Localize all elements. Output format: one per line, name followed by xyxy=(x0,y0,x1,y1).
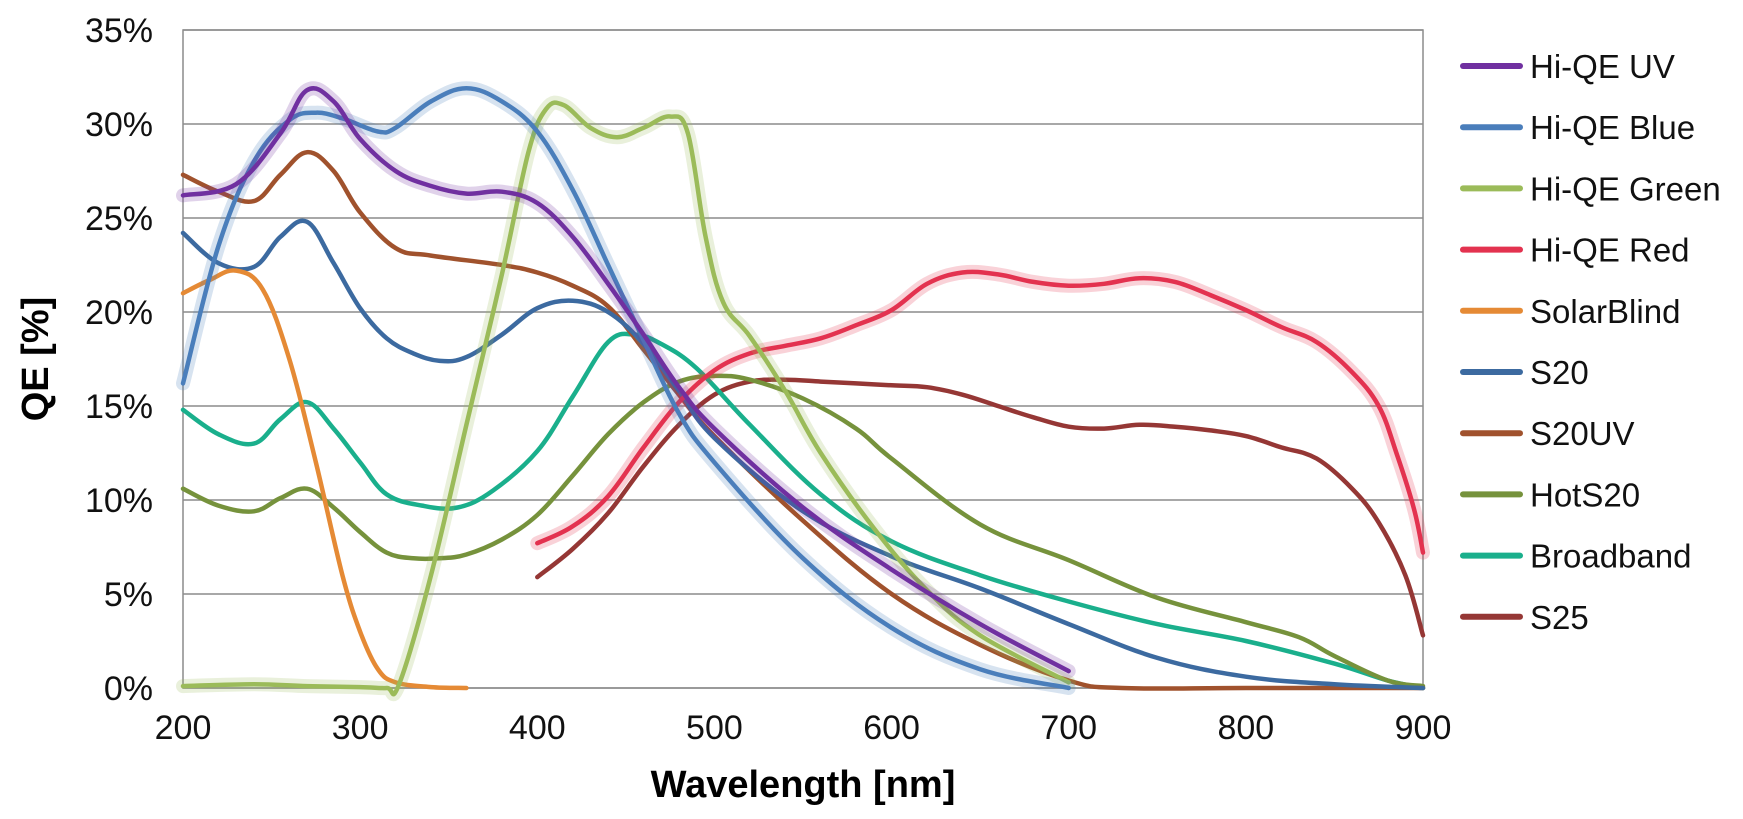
legend: Hi-QE UV Hi-QE Blue Hi-QE Green Hi-QE Red So… xyxy=(1460,48,1721,636)
series-line-broadband xyxy=(180,331,1426,691)
legend-label: HotS20 xyxy=(1530,476,1640,513)
legend-label: S20UV xyxy=(1530,415,1635,452)
legend-item-s20uv: S20UV xyxy=(1460,415,1635,452)
plot-area-frame xyxy=(182,29,1424,689)
legend-label: Hi-QE UV xyxy=(1530,48,1675,85)
legend-item-s25: S25 xyxy=(1460,599,1589,636)
legend-item-s20: S20 xyxy=(1460,354,1589,391)
y-tick-label: 0% xyxy=(104,670,153,708)
y-tick-label: 15% xyxy=(85,388,153,426)
series-line-hi-qe-green xyxy=(180,100,1071,697)
x-tick-label: 800 xyxy=(1217,709,1274,747)
legend-label: Broadband xyxy=(1530,538,1691,575)
y-axis-ticks: 0% 5% 10% 15% 20% 25% 30% 35% xyxy=(85,12,153,708)
series-glow-hi-qe-uv xyxy=(176,81,1076,679)
legend-label: S20 xyxy=(1530,354,1589,391)
series-line-hi-qe-red xyxy=(535,269,1426,555)
y-tick-label: 5% xyxy=(104,576,153,614)
legend-item-hi-qe-uv: Hi-QE UV xyxy=(1460,48,1675,85)
y-tick-label: 35% xyxy=(85,12,153,50)
legend-label: S25 xyxy=(1530,599,1589,636)
x-tick-label: 600 xyxy=(863,709,920,747)
legend-item-hi-qe-green: Hi-QE Green xyxy=(1460,170,1721,207)
legend-label: Hi-QE Red xyxy=(1530,232,1690,269)
legend-item-hi-qe-red: Hi-QE Red xyxy=(1460,232,1690,269)
series-lines xyxy=(176,81,1430,702)
legend-label: Hi-QE Blue xyxy=(1530,109,1695,146)
series-line-s20 xyxy=(180,218,1426,691)
y-tick-label: 10% xyxy=(85,482,153,520)
series-line-hi-qe-uv xyxy=(180,86,1071,674)
y-axis-title: QE [%] xyxy=(15,297,57,422)
series-line-hots20 xyxy=(180,373,1426,689)
legend-label: Hi-QE Green xyxy=(1530,170,1721,207)
legend-label: SolarBlind xyxy=(1530,293,1680,330)
series-line-solarblind xyxy=(180,268,469,691)
x-tick-label: 400 xyxy=(509,709,566,747)
x-axis-ticks: 200 300 400 500 600 700 800 900 xyxy=(155,709,1452,747)
legend-item-solarblind: SolarBlind xyxy=(1460,293,1680,330)
gridlines xyxy=(183,29,1423,689)
x-tick-label: 500 xyxy=(686,709,743,747)
y-tick-label: 20% xyxy=(85,294,153,332)
y-tick-label: 30% xyxy=(85,106,153,144)
x-tick-label: 300 xyxy=(332,709,389,747)
x-axis-title: Wavelength [nm] xyxy=(651,764,956,806)
legend-item-broadband: Broadband xyxy=(1460,538,1691,575)
y-tick-label: 25% xyxy=(85,200,153,238)
x-tick-label: 200 xyxy=(155,709,212,747)
legend-item-hots20: HotS20 xyxy=(1460,476,1640,513)
legend-item-hi-qe-blue: Hi-QE Blue xyxy=(1460,109,1695,146)
x-tick-label: 700 xyxy=(1040,709,1097,747)
series-line-s25 xyxy=(535,377,1426,638)
x-tick-label: 900 xyxy=(1395,709,1452,747)
